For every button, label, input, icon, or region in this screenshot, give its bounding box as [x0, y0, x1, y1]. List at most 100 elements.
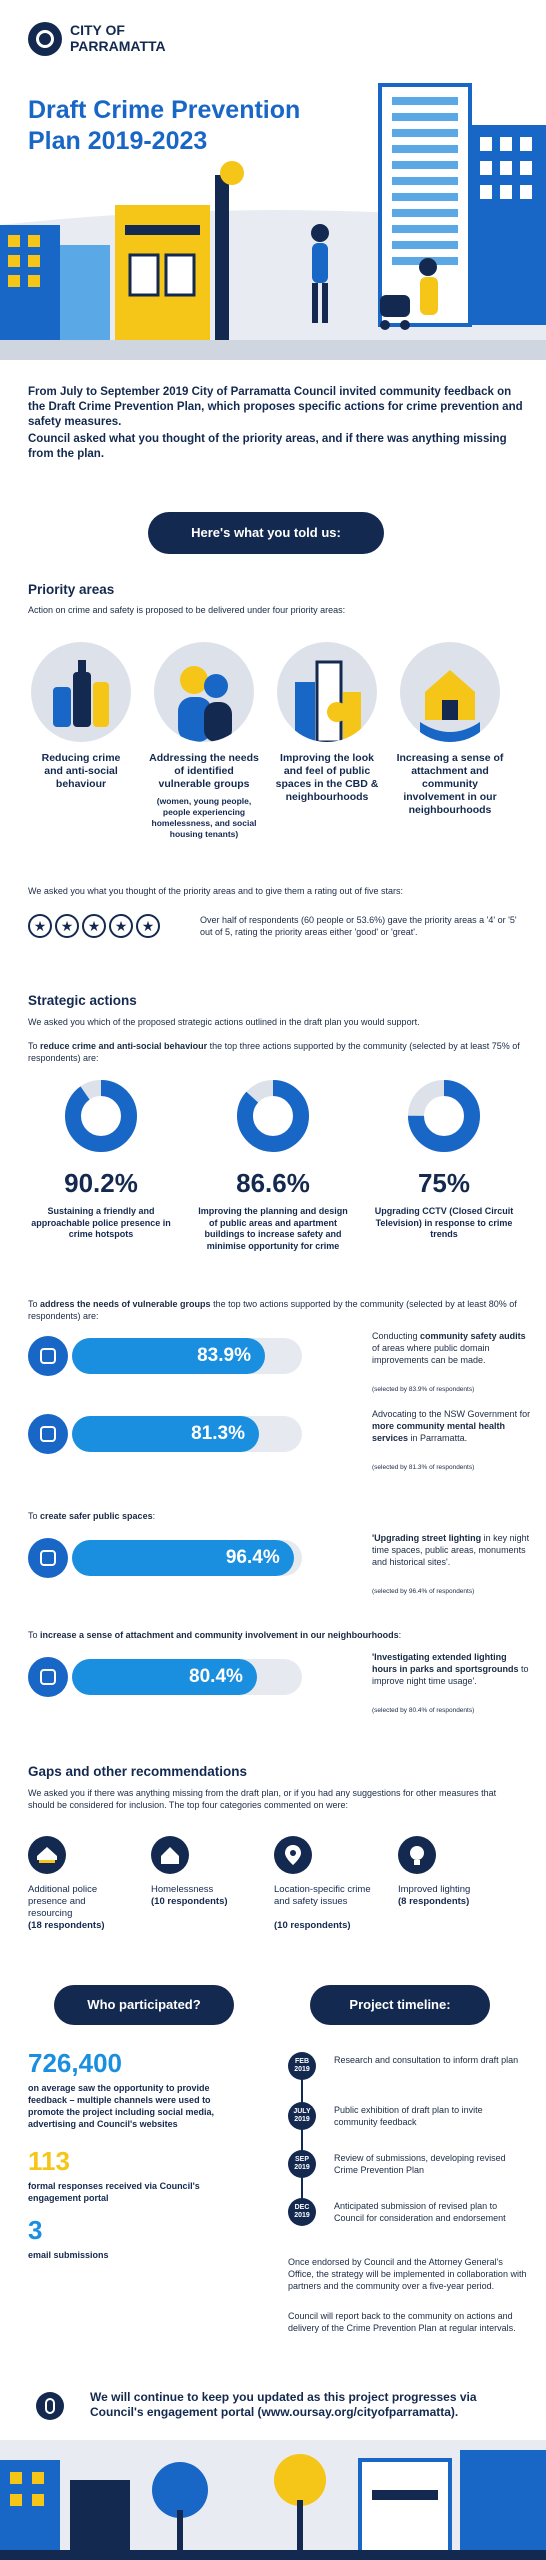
gap-item-2-count: (10 respondents) [151, 1896, 228, 1907]
head-icon [28, 1414, 68, 1454]
bottles-icon [31, 642, 131, 742]
buildings-icon [277, 642, 377, 742]
bar-fill: 80.4% [72, 1659, 257, 1695]
bar-note-1: (selected by 83.9% of respondents) [372, 1386, 475, 1393]
timeline-item-2-text: Public exhibition of draft plan to invit… [334, 2105, 483, 2127]
house-hands-icon [400, 642, 500, 742]
stat-responses-text: formal responses received via Council's … [28, 2181, 200, 2203]
donut-value-3: 75% [417, 1168, 471, 1198]
donut-chart-1 [63, 1078, 139, 1154]
people-icon [154, 642, 254, 742]
donut-label-3: Upgrading CCTV (Closed Circuit Televisio… [374, 1206, 514, 1239]
rating-intro: We asked you what you thought of the pri… [28, 886, 404, 896]
told-us-button[interactable]: Here's what you told us: [148, 512, 384, 554]
strategic-intro: We asked you which of the proposed strat… [28, 1017, 420, 1027]
vulnerable-intro: To address the needs of vulnerable group… [28, 1299, 517, 1321]
gap-item-4-label: Improved lighting [398, 1884, 471, 1895]
donut-value-2: 86.6% [236, 1168, 310, 1198]
bar-fill: 81.3% [72, 1416, 259, 1452]
priority-item-1-title: Reducing crime and anti-social behaviour [41, 752, 121, 790]
gap-item-3-label: Location-specific crime and safety issue… [274, 1884, 371, 1907]
priority-item-2-title: Addressing the needs of identified vulne… [149, 752, 259, 790]
timeline-line [301, 2060, 303, 2220]
priority-item-4-title: Increasing a sense of attachment and com… [396, 752, 504, 816]
bar-description-2: Advocating to the NSW Government for mor… [372, 1409, 531, 1443]
gap-item-2-label: Homelessness [151, 1884, 214, 1895]
gaps-heading: Gaps and other recommendations [28, 1764, 248, 1779]
page-title-line1: Draft Crime Prevention [28, 96, 301, 124]
timeline-item-3-text: Review of submissions, developing revise… [334, 2153, 506, 2175]
bar-track: 80.4% [72, 1659, 302, 1695]
star-icon: ★ [136, 914, 160, 938]
priority-item-2-sub: (women, young people, people experiencin… [151, 796, 257, 839]
donut-label-2: Improving the planning and design of pub… [198, 1206, 348, 1251]
location-pin-icon [274, 1836, 312, 1874]
ball-icon [28, 1657, 68, 1697]
bar-description-3: 'Upgrading street lighting in key night … [372, 1533, 530, 1567]
header-illustration [0, 83, 546, 360]
page-title-line2: Plan 2019-2023 [28, 127, 208, 155]
donut-chart-2 [235, 1078, 311, 1154]
checklist-icon [28, 1336, 68, 1376]
rating-text: Over half of respondents (60 people or 5… [200, 915, 517, 937]
bar-description-1: Conducting community safety audits of ar… [372, 1331, 526, 1365]
stat-responses: 113 [28, 2146, 70, 2176]
logo-mark-icon [28, 22, 62, 56]
timeline-item-1-text: Research and consultation to inform draf… [334, 2055, 519, 2065]
footer-illustration [0, 2440, 546, 2560]
bar-note-3: (selected by 96.4% of respondents) [372, 1588, 475, 1595]
star-icon: ★ [55, 914, 79, 938]
bar-value: 80.4% [189, 1666, 243, 1687]
intro-paragraph-bold: Council asked what you thought of the pr… [28, 433, 507, 460]
timeline-after-2: Council will report back to the communit… [288, 2311, 516, 2333]
timeline-item-4-text: Anticipated submission of revised plan t… [334, 2201, 506, 2223]
gap-item-3-count: (10 respondents) [274, 1920, 351, 1931]
priority-item-3-title: Improving the look and feel of public sp… [275, 752, 379, 803]
police-cap-icon [28, 1836, 66, 1874]
lightbulb-icon [398, 1836, 436, 1874]
bar-note-2: (selected by 81.3% of respondents) [372, 1464, 475, 1471]
bar-fill: 83.9% [72, 1338, 265, 1374]
bar-value: 81.3% [191, 1423, 245, 1444]
footer-text: We will continue to keep you updated as … [90, 2390, 477, 2419]
stat-reach-text: on average saw the opportunity to provid… [28, 2083, 215, 2129]
donut-arc [408, 1080, 480, 1152]
stat-reach: 726,400 [28, 2048, 122, 2078]
donut-label-1: Sustaining a friendly and approachable p… [31, 1206, 171, 1239]
date-badge: JULY 2019 [288, 2102, 316, 2130]
bar-track: 96.4% [72, 1540, 302, 1576]
bar-track: 81.3% [72, 1416, 302, 1452]
attachment-intro: To increase a sense of attachment and co… [28, 1630, 402, 1640]
gap-item-4-count: (8 respondents) [398, 1896, 470, 1907]
priority-heading: Priority areas [28, 582, 115, 597]
stat-emails: 3 [28, 2215, 43, 2245]
timeline-after-1: Once endorsed by Council and the Attorne… [288, 2257, 527, 2291]
home-icon [151, 1836, 189, 1874]
intro-paragraph: From July to September 2019 City of Parr… [28, 386, 523, 428]
bar-description-4: 'Investigating extended lighting hours i… [372, 1652, 529, 1686]
stat-emails-text: email submissions [28, 2250, 109, 2260]
donut-value-1: 90.2% [64, 1168, 138, 1198]
project-timeline-button[interactable]: Project timeline: [310, 1985, 490, 2025]
star-icon: ★ [28, 914, 52, 938]
crime-intro: To reduce crime and anti-social behaviou… [28, 1041, 520, 1063]
priority-intro: Action on crime and safety is proposed t… [28, 605, 346, 615]
star-icon: ★ [82, 914, 106, 938]
bar-note-4: (selected by 80.4% of respondents) [372, 1707, 475, 1714]
logo-text: CITY OF PARRAMATTA [70, 22, 166, 54]
star-icon: ★ [109, 914, 133, 938]
date-badge: SEP 2019 [288, 2150, 316, 2178]
date-badge: DEC 2019 [288, 2198, 316, 2226]
date-badge: FEB 2019 [288, 2052, 316, 2080]
strategic-heading: Strategic actions [28, 993, 137, 1008]
safer-intro: To create safer public spaces: [28, 1511, 156, 1521]
bar-value: 96.4% [225, 1547, 280, 1568]
gap-item-1-count: (18 respondents) [28, 1920, 105, 1931]
mouse-icon [36, 2392, 64, 2420]
donut-arc [237, 1080, 309, 1152]
bar-value: 83.9% [197, 1345, 251, 1366]
gaps-intro: We asked you if there was anything missi… [28, 1788, 497, 1810]
lamp-icon [28, 1538, 68, 1578]
gap-item-1-label: Additional police presence and resourcin… [28, 1884, 98, 1919]
who-participated-button[interactable]: Who participated? [54, 1985, 234, 2025]
